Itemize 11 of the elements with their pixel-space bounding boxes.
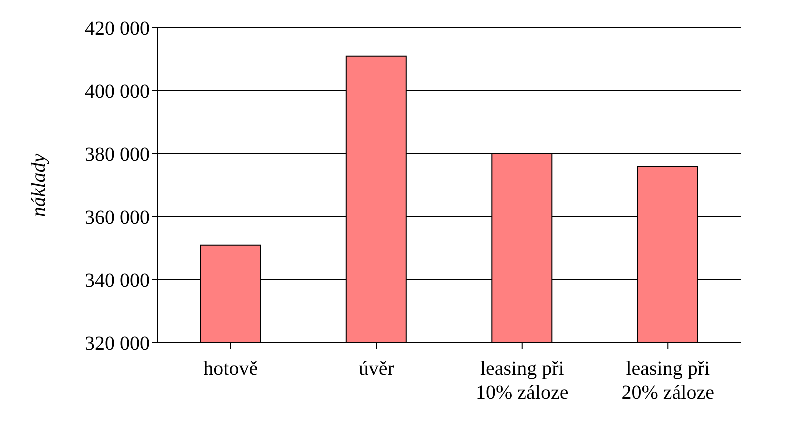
x-tick-label: leasing při 20% záloze (622, 358, 715, 404)
x-tick-label: hotově (204, 358, 258, 380)
y-tick-label: 320 000 (85, 333, 150, 356)
x-tick-label: leasing při 10% záloze (476, 358, 569, 404)
x-tick-label: úvěr (358, 358, 395, 380)
y-tick-label: 420 000 (85, 18, 150, 40)
y-tick-label: 360 000 (85, 207, 150, 230)
y-axis-title: náklady (28, 154, 50, 218)
y-tick-label: 380 000 (85, 144, 150, 166)
y-tick-label: 340 000 (85, 270, 150, 292)
y-tick-label: 400 000 (85, 81, 150, 104)
